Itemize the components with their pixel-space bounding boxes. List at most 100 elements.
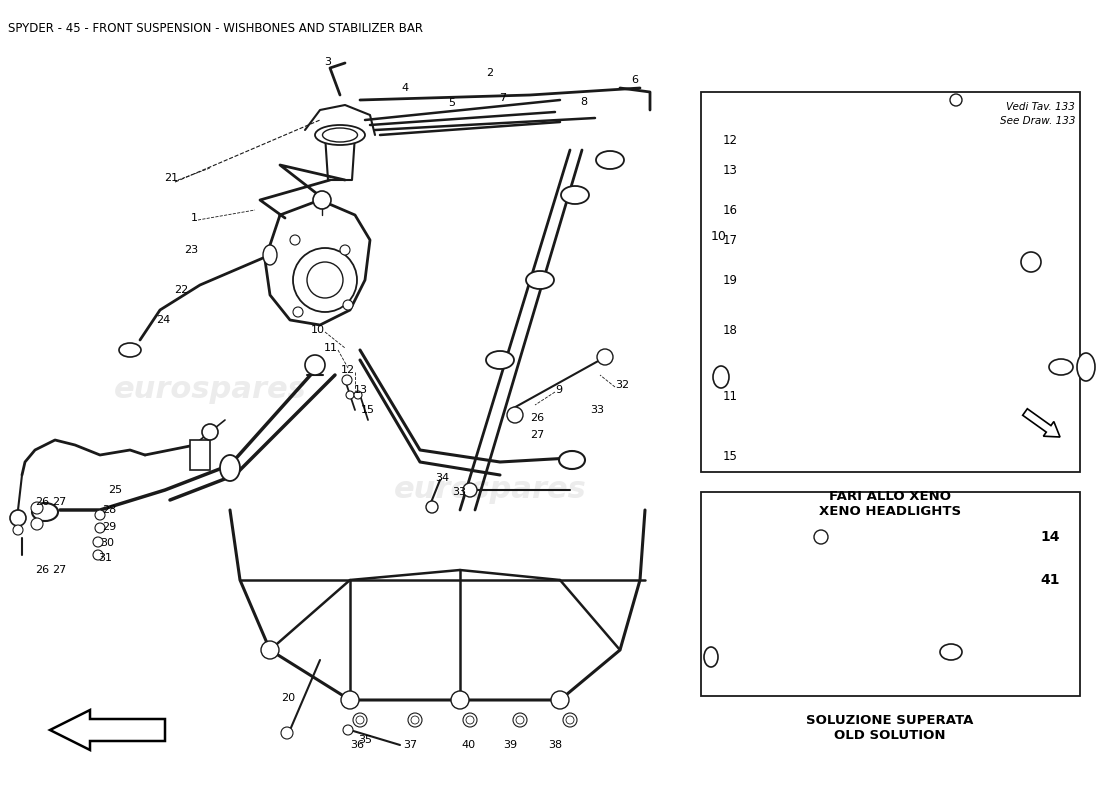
FancyArrow shape — [50, 710, 165, 750]
Ellipse shape — [704, 647, 718, 667]
Text: 37: 37 — [403, 740, 417, 750]
Text: 25: 25 — [108, 485, 122, 495]
Text: eurospares: eurospares — [394, 475, 586, 505]
FancyArrow shape — [1023, 409, 1060, 437]
Text: FARI ALLO XENO: FARI ALLO XENO — [829, 490, 952, 503]
Text: 4: 4 — [402, 83, 408, 93]
Circle shape — [353, 713, 367, 727]
Text: 7: 7 — [499, 93, 507, 103]
Circle shape — [343, 725, 353, 735]
Text: 33: 33 — [452, 487, 466, 497]
Circle shape — [507, 407, 522, 423]
Text: 33: 33 — [590, 405, 604, 415]
Ellipse shape — [526, 271, 554, 289]
Circle shape — [343, 300, 353, 310]
Circle shape — [94, 550, 103, 560]
Text: 14: 14 — [1040, 530, 1059, 544]
Bar — [190, 440, 210, 470]
Circle shape — [305, 355, 324, 375]
Text: 27: 27 — [52, 497, 66, 507]
Text: 15: 15 — [723, 450, 738, 463]
Text: See Draw. 133: See Draw. 133 — [1000, 116, 1075, 126]
Circle shape — [463, 713, 477, 727]
Text: 29: 29 — [102, 522, 117, 532]
Circle shape — [202, 424, 218, 440]
Ellipse shape — [32, 503, 58, 521]
Text: 39: 39 — [503, 740, 517, 750]
Circle shape — [354, 391, 362, 399]
Circle shape — [516, 716, 524, 724]
Circle shape — [341, 691, 359, 709]
Text: OLD SOLUTION: OLD SOLUTION — [834, 729, 946, 742]
Ellipse shape — [263, 245, 277, 265]
Text: 5: 5 — [449, 98, 455, 108]
Text: 10: 10 — [711, 230, 727, 243]
Circle shape — [290, 235, 300, 245]
Circle shape — [411, 716, 419, 724]
Text: 22: 22 — [174, 285, 188, 295]
Text: 17: 17 — [723, 234, 738, 246]
Text: 35: 35 — [358, 735, 372, 745]
Text: eurospares: eurospares — [113, 375, 307, 405]
Text: 24: 24 — [156, 315, 170, 325]
Text: 10: 10 — [311, 325, 324, 335]
Text: 16: 16 — [723, 203, 738, 217]
Circle shape — [513, 713, 527, 727]
Circle shape — [280, 727, 293, 739]
Ellipse shape — [1049, 359, 1072, 375]
Ellipse shape — [315, 125, 365, 145]
Circle shape — [426, 501, 438, 513]
Bar — [701, 92, 1080, 472]
Text: 12: 12 — [723, 134, 738, 146]
Circle shape — [261, 641, 279, 659]
Text: 36: 36 — [350, 740, 364, 750]
Circle shape — [293, 307, 303, 317]
Circle shape — [314, 191, 331, 209]
Text: 2: 2 — [486, 68, 494, 78]
Text: SOLUZIONE SUPERATA: SOLUZIONE SUPERATA — [806, 714, 974, 727]
Text: XENO HEADLIGHTS: XENO HEADLIGHTS — [818, 505, 961, 518]
Text: 40: 40 — [461, 740, 475, 750]
Circle shape — [346, 391, 354, 399]
Circle shape — [451, 691, 469, 709]
Circle shape — [307, 262, 343, 298]
Text: 6: 6 — [631, 75, 638, 85]
Text: 3: 3 — [324, 57, 331, 67]
Ellipse shape — [940, 644, 962, 660]
Circle shape — [814, 530, 828, 544]
Text: 26: 26 — [35, 565, 50, 575]
Text: 30: 30 — [100, 538, 114, 548]
Text: 13: 13 — [354, 385, 368, 395]
Text: 13: 13 — [723, 163, 738, 177]
Text: 11: 11 — [723, 390, 738, 403]
Text: 41: 41 — [1040, 573, 1059, 587]
Text: 21: 21 — [164, 173, 178, 183]
Ellipse shape — [486, 351, 514, 369]
Circle shape — [1021, 252, 1041, 272]
Circle shape — [31, 518, 43, 530]
Circle shape — [563, 713, 578, 727]
Text: 23: 23 — [184, 245, 198, 255]
Text: 38: 38 — [548, 740, 562, 750]
Ellipse shape — [559, 451, 585, 469]
Text: 27: 27 — [52, 565, 66, 575]
Text: 26: 26 — [35, 497, 50, 507]
Text: Vedi Tav. 133: Vedi Tav. 133 — [1006, 102, 1075, 112]
Ellipse shape — [220, 455, 240, 481]
Ellipse shape — [596, 151, 624, 169]
Circle shape — [293, 248, 358, 312]
Text: 28: 28 — [102, 505, 117, 515]
Circle shape — [466, 716, 474, 724]
Circle shape — [356, 716, 364, 724]
Text: 1: 1 — [191, 213, 198, 223]
Circle shape — [340, 245, 350, 255]
Circle shape — [463, 483, 477, 497]
Circle shape — [597, 349, 613, 365]
Text: 31: 31 — [98, 553, 112, 563]
Text: 34: 34 — [434, 473, 449, 483]
Text: 26: 26 — [530, 413, 544, 423]
Bar — [701, 492, 1080, 696]
Ellipse shape — [1077, 353, 1094, 381]
Text: SPYDER - 45 - FRONT SUSPENSION - WISHBONES AND STABILIZER BAR: SPYDER - 45 - FRONT SUSPENSION - WISHBON… — [8, 22, 424, 35]
Text: 19: 19 — [723, 274, 738, 286]
